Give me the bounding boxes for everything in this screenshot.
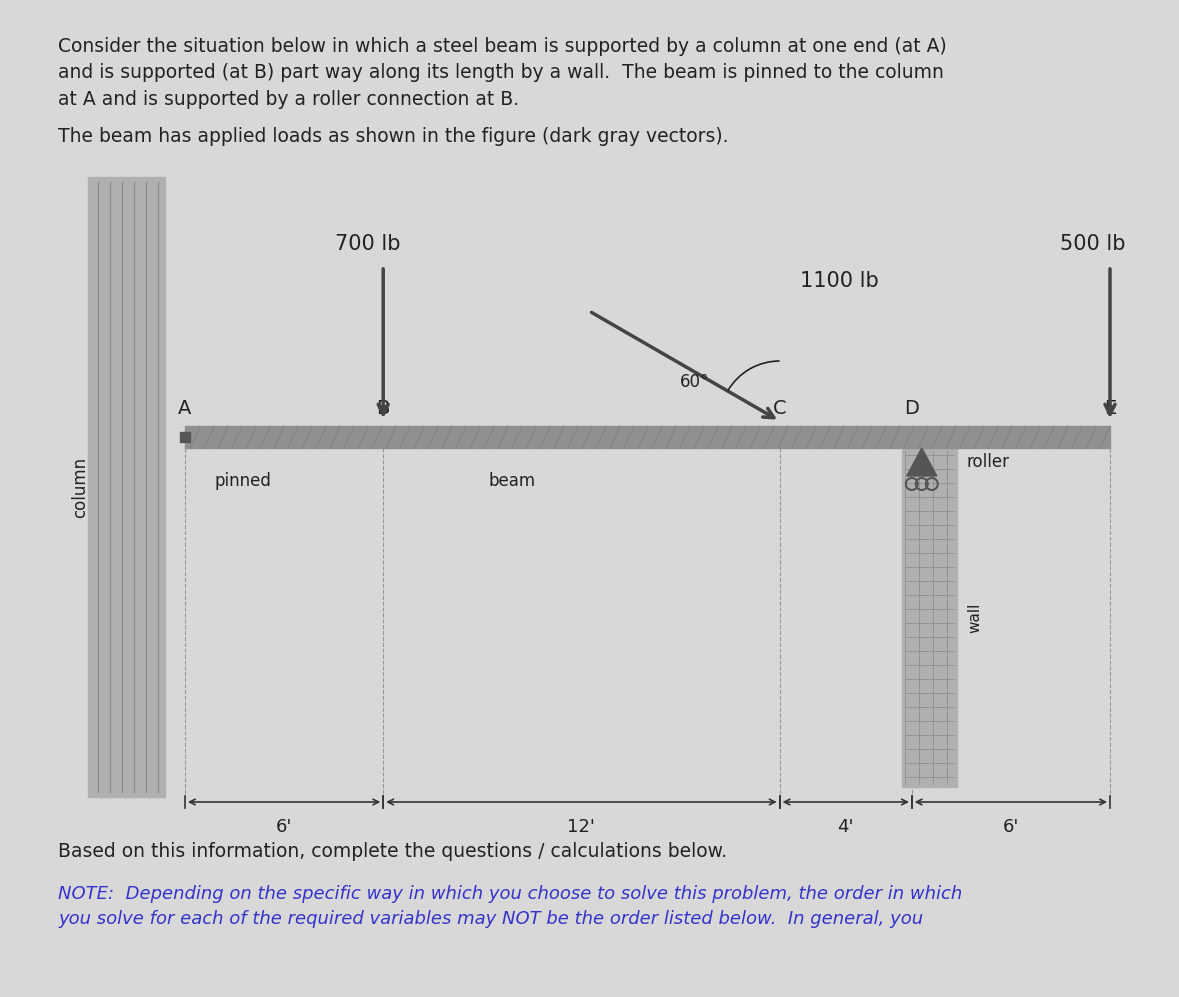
Text: 700 lb: 700 lb bbox=[336, 234, 401, 254]
Text: 6': 6' bbox=[1002, 818, 1019, 836]
Text: NOTE:  Depending on the specific way in which you choose to solve this problem, : NOTE: Depending on the specific way in w… bbox=[58, 885, 962, 928]
Text: Based on this information, complete the questions / calculations below.: Based on this information, complete the … bbox=[58, 842, 727, 861]
Text: C: C bbox=[772, 399, 786, 418]
Text: Consider the situation below in which a steel beam is supported by a column at o: Consider the situation below in which a … bbox=[58, 37, 947, 109]
Text: 12': 12' bbox=[567, 818, 595, 836]
Text: column: column bbox=[71, 457, 88, 517]
Bar bbox=[180, 432, 190, 442]
Polygon shape bbox=[907, 448, 937, 476]
Text: wall: wall bbox=[967, 602, 982, 633]
Text: E: E bbox=[1104, 399, 1117, 418]
Text: pinned: pinned bbox=[215, 472, 272, 490]
Text: 500 lb: 500 lb bbox=[1060, 234, 1125, 254]
Bar bbox=[88, 177, 165, 797]
Bar bbox=[185, 426, 1109, 448]
Text: 4': 4' bbox=[837, 818, 854, 836]
Text: 6': 6' bbox=[276, 818, 292, 836]
Text: D: D bbox=[904, 399, 920, 418]
Bar bbox=[902, 448, 957, 787]
Text: 1100 lb: 1100 lb bbox=[799, 271, 878, 291]
Text: 60°: 60° bbox=[680, 373, 710, 391]
Text: roller: roller bbox=[967, 453, 1009, 471]
Text: The beam has applied loads as shown in the figure (dark gray vectors).: The beam has applied loads as shown in t… bbox=[58, 127, 729, 146]
Text: beam: beam bbox=[489, 472, 536, 490]
Text: A: A bbox=[178, 399, 192, 418]
Text: B: B bbox=[376, 399, 390, 418]
